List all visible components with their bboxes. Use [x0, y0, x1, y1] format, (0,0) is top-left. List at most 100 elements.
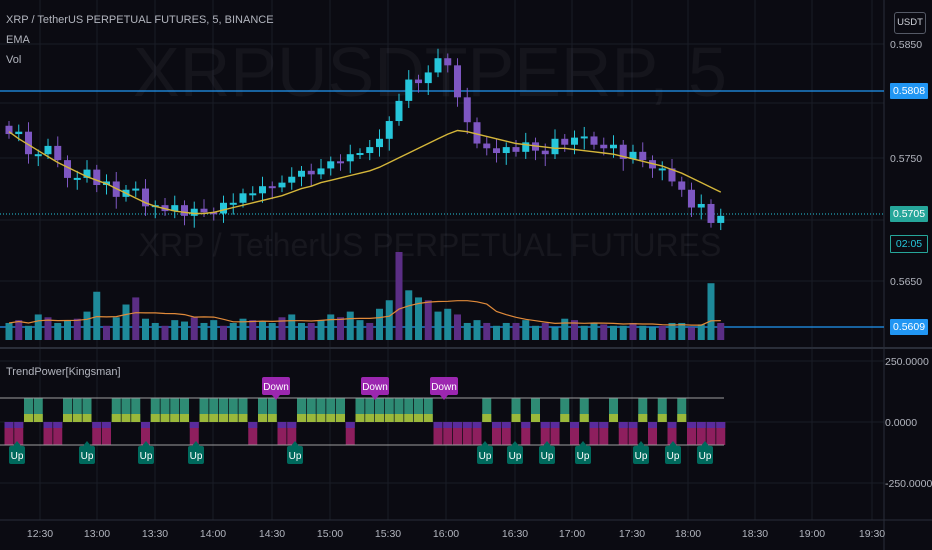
volume-bar — [132, 297, 140, 340]
time-axis[interactable]: 12:30 13:00 13:30 14:00 14:30 15:00 15:30 16:00… — [27, 528, 885, 540]
osc-bar — [170, 414, 180, 422]
volume-bar — [5, 322, 13, 340]
volume-bar — [103, 325, 110, 340]
volume-bar — [600, 324, 608, 340]
osc-bar — [33, 398, 43, 422]
price-tick: 0.5650 — [890, 276, 922, 288]
candle — [93, 164, 101, 193]
volume-bar — [697, 324, 705, 340]
candle — [142, 179, 149, 216]
osc-bar — [394, 414, 404, 422]
up-signal-text: Up — [577, 451, 590, 462]
up-signal-label: Up — [9, 441, 25, 464]
up-signal-text: Up — [635, 451, 648, 462]
candle — [580, 126, 588, 150]
osc-bar — [462, 422, 472, 445]
osc-bar — [160, 414, 170, 422]
osc-bar — [472, 422, 482, 428]
volume-bar — [307, 322, 315, 340]
osc-bar — [228, 414, 238, 422]
volume-bar — [161, 325, 169, 340]
down-signal-label: Down — [262, 377, 290, 400]
volume-bar — [64, 320, 71, 340]
volume-bar — [561, 318, 569, 340]
osc-bar — [482, 398, 492, 422]
osc-bar — [82, 414, 92, 422]
signal-labels: Down Down Down Up Up Up Up Up Up Up Up Up Up Up Up — [9, 377, 713, 464]
osc-bar — [414, 398, 423, 422]
volume-ma-line — [8, 300, 721, 326]
osc-bar — [355, 398, 365, 422]
candle — [298, 166, 305, 187]
osc-bar — [365, 398, 375, 422]
osc-bar — [24, 398, 33, 422]
osc-bar — [540, 422, 550, 445]
volume-bar — [649, 327, 656, 340]
osc-bar — [628, 422, 638, 428]
osc-bar — [199, 398, 209, 422]
osc-bar — [4, 422, 14, 428]
volume-bar — [93, 291, 101, 340]
osc-bar — [638, 398, 648, 422]
up-signal-text: Up — [509, 451, 522, 462]
osc-bar — [579, 414, 589, 422]
symbol-title[interactable]: XRP / TetherUS PERPETUAL FUTURES, 5, BIN… — [6, 14, 274, 26]
oscillator-title[interactable]: TrendPower[Kingsman] — [6, 366, 121, 378]
osc-bar — [316, 398, 326, 422]
osc-bar — [189, 422, 199, 428]
up-signal-text: Up — [190, 451, 203, 462]
indicator-vol-label[interactable]: Vol — [6, 54, 22, 66]
osc-bar — [189, 422, 199, 445]
osc-bar — [687, 422, 696, 428]
up-signal-label: Up — [539, 441, 555, 464]
osc-bar — [365, 414, 375, 422]
osc-bar — [394, 398, 404, 422]
osc-bar — [141, 422, 150, 445]
bar-countdown-label: 02:05 — [890, 235, 928, 253]
osc-bar — [560, 398, 570, 422]
candle — [64, 155, 71, 188]
osc-bar — [414, 414, 423, 422]
volume-bar — [268, 322, 276, 340]
volume-bar — [73, 318, 81, 340]
volume-bar — [239, 318, 247, 340]
osc-bar — [43, 422, 53, 445]
osc-bar — [121, 414, 131, 422]
osc-bar — [716, 422, 726, 445]
osc-bar — [180, 414, 189, 422]
volume-bar — [44, 317, 52, 340]
time-tick: 17:00 — [559, 528, 585, 540]
volume-bar — [658, 325, 666, 340]
candle — [717, 208, 725, 231]
candle — [317, 158, 325, 180]
candle — [463, 87, 471, 135]
osc-bar — [589, 422, 599, 445]
price-axis[interactable]: 0.5850 0.5750 0.5650 250.0000 0.0000 -250.000… — [885, 39, 932, 490]
time-tick: 16:30 — [502, 528, 528, 540]
down-signal-text: Down — [431, 382, 457, 393]
volume-bar — [356, 320, 364, 340]
time-tick: 13:30 — [142, 528, 168, 540]
osc-bar — [336, 414, 345, 422]
osc-bar — [667, 422, 677, 445]
currency-button[interactable]: USDT — [894, 12, 926, 34]
volume-bar — [395, 252, 403, 340]
volume-bar — [200, 322, 208, 340]
osc-bar — [511, 414, 521, 422]
osc-tick: 0.0000 — [885, 417, 917, 429]
candle — [249, 186, 257, 201]
up-signal-label: Up — [287, 441, 303, 464]
indicator-ema-label[interactable]: EMA — [6, 34, 30, 46]
price-tick: 0.5850 — [890, 39, 922, 51]
candle — [512, 139, 520, 157]
candle — [619, 139, 627, 171]
osc-bar — [53, 422, 63, 445]
osc-bar — [150, 414, 160, 422]
candle — [444, 53, 452, 73]
candle — [268, 181, 276, 200]
osc-bar — [63, 398, 72, 422]
time-tick: 19:30 — [859, 528, 885, 540]
volume-bar — [717, 322, 725, 340]
volume-bar — [405, 290, 413, 340]
